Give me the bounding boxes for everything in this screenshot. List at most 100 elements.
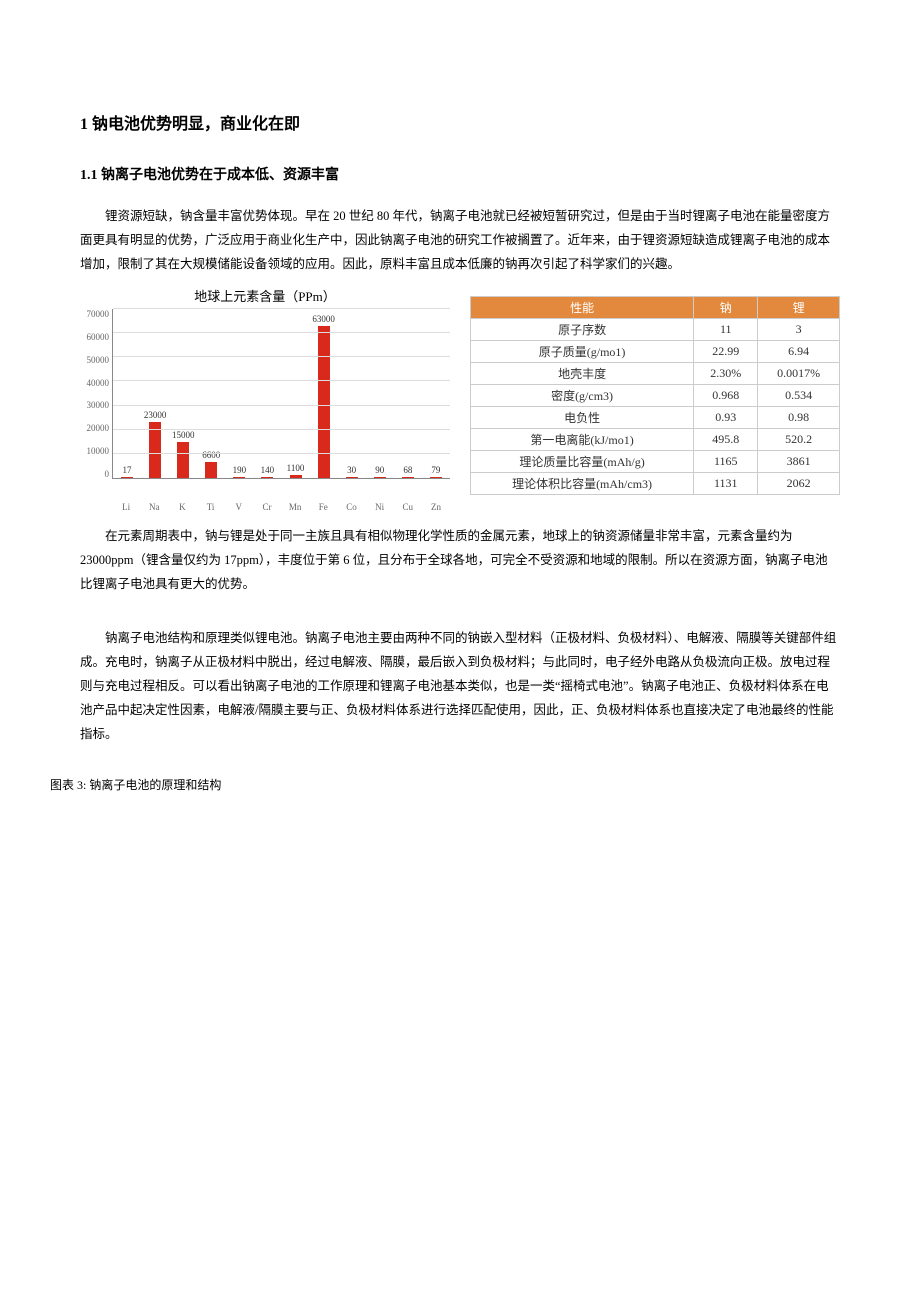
table: 性能钠锂原子序数113原子质量(g/mo1)22.996.94地壳丰度2.30%… — [470, 296, 840, 495]
x-tick-label: Zn — [422, 499, 450, 512]
bar-value-label: 63000 — [312, 314, 335, 324]
x-tick-label: Cu — [394, 499, 422, 512]
table-row: 第一电离能(kJ/mo1)495.8520.2 — [471, 429, 840, 451]
bar-value-label: 68 — [403, 465, 412, 475]
chart-y-axis: 70000 60000 50000 40000 30000 20000 10000 0 — [80, 309, 112, 479]
table-header-cell: 性能 — [471, 297, 694, 319]
table-row: 原子序数113 — [471, 319, 840, 341]
table-cell: 3861 — [758, 451, 840, 473]
y-tick-label: 70000 — [80, 309, 109, 319]
table-row: 电负性0.930.98 — [471, 407, 840, 429]
grid-line — [113, 356, 450, 357]
table-cell: 0.0017% — [758, 363, 840, 385]
grid-line — [113, 380, 450, 381]
x-tick-label: K — [168, 499, 196, 512]
bar — [402, 477, 414, 478]
bar-value-label: 17 — [123, 465, 132, 475]
grid-line — [113, 405, 450, 406]
table-row: 理论质量比容量(mAh/g)11653861 — [471, 451, 840, 473]
table-cell: 理论体积比容量(mAh/cm3) — [471, 473, 694, 495]
grid-line — [113, 332, 450, 333]
paragraph-1: 锂资源短缺，钠含量丰富优势体现。早在 20 世纪 80 年代，钠离子电池就已经被… — [80, 204, 840, 276]
y-tick-label: 20000 — [80, 423, 109, 433]
y-tick-label: 60000 — [80, 332, 109, 342]
y-tick-label: 10000 — [80, 446, 109, 456]
table-cell: 第一电离能(kJ/mo1) — [471, 429, 694, 451]
x-tick-label: Ni — [366, 499, 394, 512]
table-cell: 3 — [758, 319, 840, 341]
table-cell: 0.93 — [694, 407, 758, 429]
bar — [233, 477, 245, 478]
bar — [149, 422, 161, 478]
heading-2: 1.1 钠离子电池优势在于成本低、资源丰富 — [80, 164, 840, 184]
x-tick-label: Cr — [253, 499, 281, 512]
x-tick-label: Mn — [281, 499, 309, 512]
grid-line — [113, 453, 450, 454]
bar — [290, 475, 302, 478]
bar-value-label: 15000 — [172, 430, 195, 440]
x-tick-label: Na — [140, 499, 168, 512]
grid-line — [113, 308, 450, 309]
bar — [318, 326, 330, 478]
bar-value-label: 30 — [347, 465, 356, 475]
bar-value-label: 1100 — [287, 463, 305, 473]
table-cell: 520.2 — [758, 429, 840, 451]
y-tick-label: 30000 — [80, 400, 109, 410]
table-row: 地壳丰度2.30%0.0017% — [471, 363, 840, 385]
paragraph-3: 钠离子电池结构和原理类似锂电池。钠离子电池主要由两种不同的钠嵌入型材料（正极材料… — [80, 626, 840, 746]
table-cell: 11 — [694, 319, 758, 341]
table-cell: 495.8 — [694, 429, 758, 451]
table-cell: 2.30% — [694, 363, 758, 385]
table-cell: 原子序数 — [471, 319, 694, 341]
bar — [205, 462, 217, 478]
table-cell: 电负性 — [471, 407, 694, 429]
figure-3-caption: 图表 3: 钠离子电池的原理和结构 — [50, 776, 840, 793]
x-tick-label: Co — [337, 499, 365, 512]
bar-value-label: 6600 — [202, 450, 220, 460]
table-cell: 2062 — [758, 473, 840, 495]
table-cell: 0.968 — [694, 385, 758, 407]
y-tick-label: 0 — [80, 469, 109, 479]
table-cell: 理论质量比容量(mAh/g) — [471, 451, 694, 473]
table-cell: 1131 — [694, 473, 758, 495]
table-cell: 6.94 — [758, 341, 840, 363]
chart-table-row: 地球上元素含量（PPm） 70000 60000 50000 40000 30000 20… — [80, 286, 840, 512]
table-cell: 原子质量(g/mo1) — [471, 341, 694, 363]
bar — [121, 477, 133, 478]
x-tick-label: Ti — [197, 499, 225, 512]
table-row: 密度(g/cm3)0.9680.534 — [471, 385, 840, 407]
table-cell: 22.99 — [694, 341, 758, 363]
y-tick-label: 50000 — [80, 355, 109, 365]
table-cell: 地壳丰度 — [471, 363, 694, 385]
bar — [346, 477, 358, 478]
table-row: 原子质量(g/mo1)22.996.94 — [471, 341, 840, 363]
bar — [374, 477, 386, 478]
bar — [261, 477, 273, 478]
table-row: 理论体积比容量(mAh/cm3)11312062 — [471, 473, 840, 495]
bar — [430, 477, 442, 478]
table-header-cell: 钠 — [694, 297, 758, 319]
paragraph-2: 在元素周期表中，钠与锂是处于同一主族且具有相似物理化学性质的金属元素，地球上的钠… — [80, 524, 840, 596]
bar-value-label: 23000 — [144, 410, 167, 420]
x-tick-label: Fe — [309, 499, 337, 512]
x-tick-label: Li — [112, 499, 140, 512]
bar — [177, 442, 189, 478]
bar-value-label: 79 — [431, 465, 440, 475]
table-header-cell: 锂 — [758, 297, 840, 319]
comparison-table: 性能钠锂原子序数113原子质量(g/mo1)22.996.94地壳丰度2.30%… — [470, 286, 840, 495]
table-cell: 密度(g/cm3) — [471, 385, 694, 407]
chart-plot: 17 23000 15000 6600 190 140 1100 63000 30 90 68 79 — [112, 309, 450, 479]
y-tick-label: 40000 — [80, 378, 109, 388]
table-cell: 0.534 — [758, 385, 840, 407]
heading-1: 1 钠电池优势明显，商业化在即 — [80, 110, 840, 134]
bar-value-label: 90 — [375, 465, 384, 475]
table-cell: 0.98 — [758, 407, 840, 429]
bar-value-label: 140 — [261, 465, 275, 475]
grid-line — [113, 429, 450, 430]
table-cell: 1165 — [694, 451, 758, 473]
x-tick-label: V — [225, 499, 253, 512]
element-chart: 地球上元素含量（PPm） 70000 60000 50000 40000 30000 20… — [80, 286, 450, 512]
chart-x-axis: LiNaKTiVCrMnFeCoNiCuZn — [112, 499, 450, 512]
bar-value-label: 190 — [233, 465, 247, 475]
chart-title: 地球上元素含量（PPm） — [80, 286, 450, 305]
